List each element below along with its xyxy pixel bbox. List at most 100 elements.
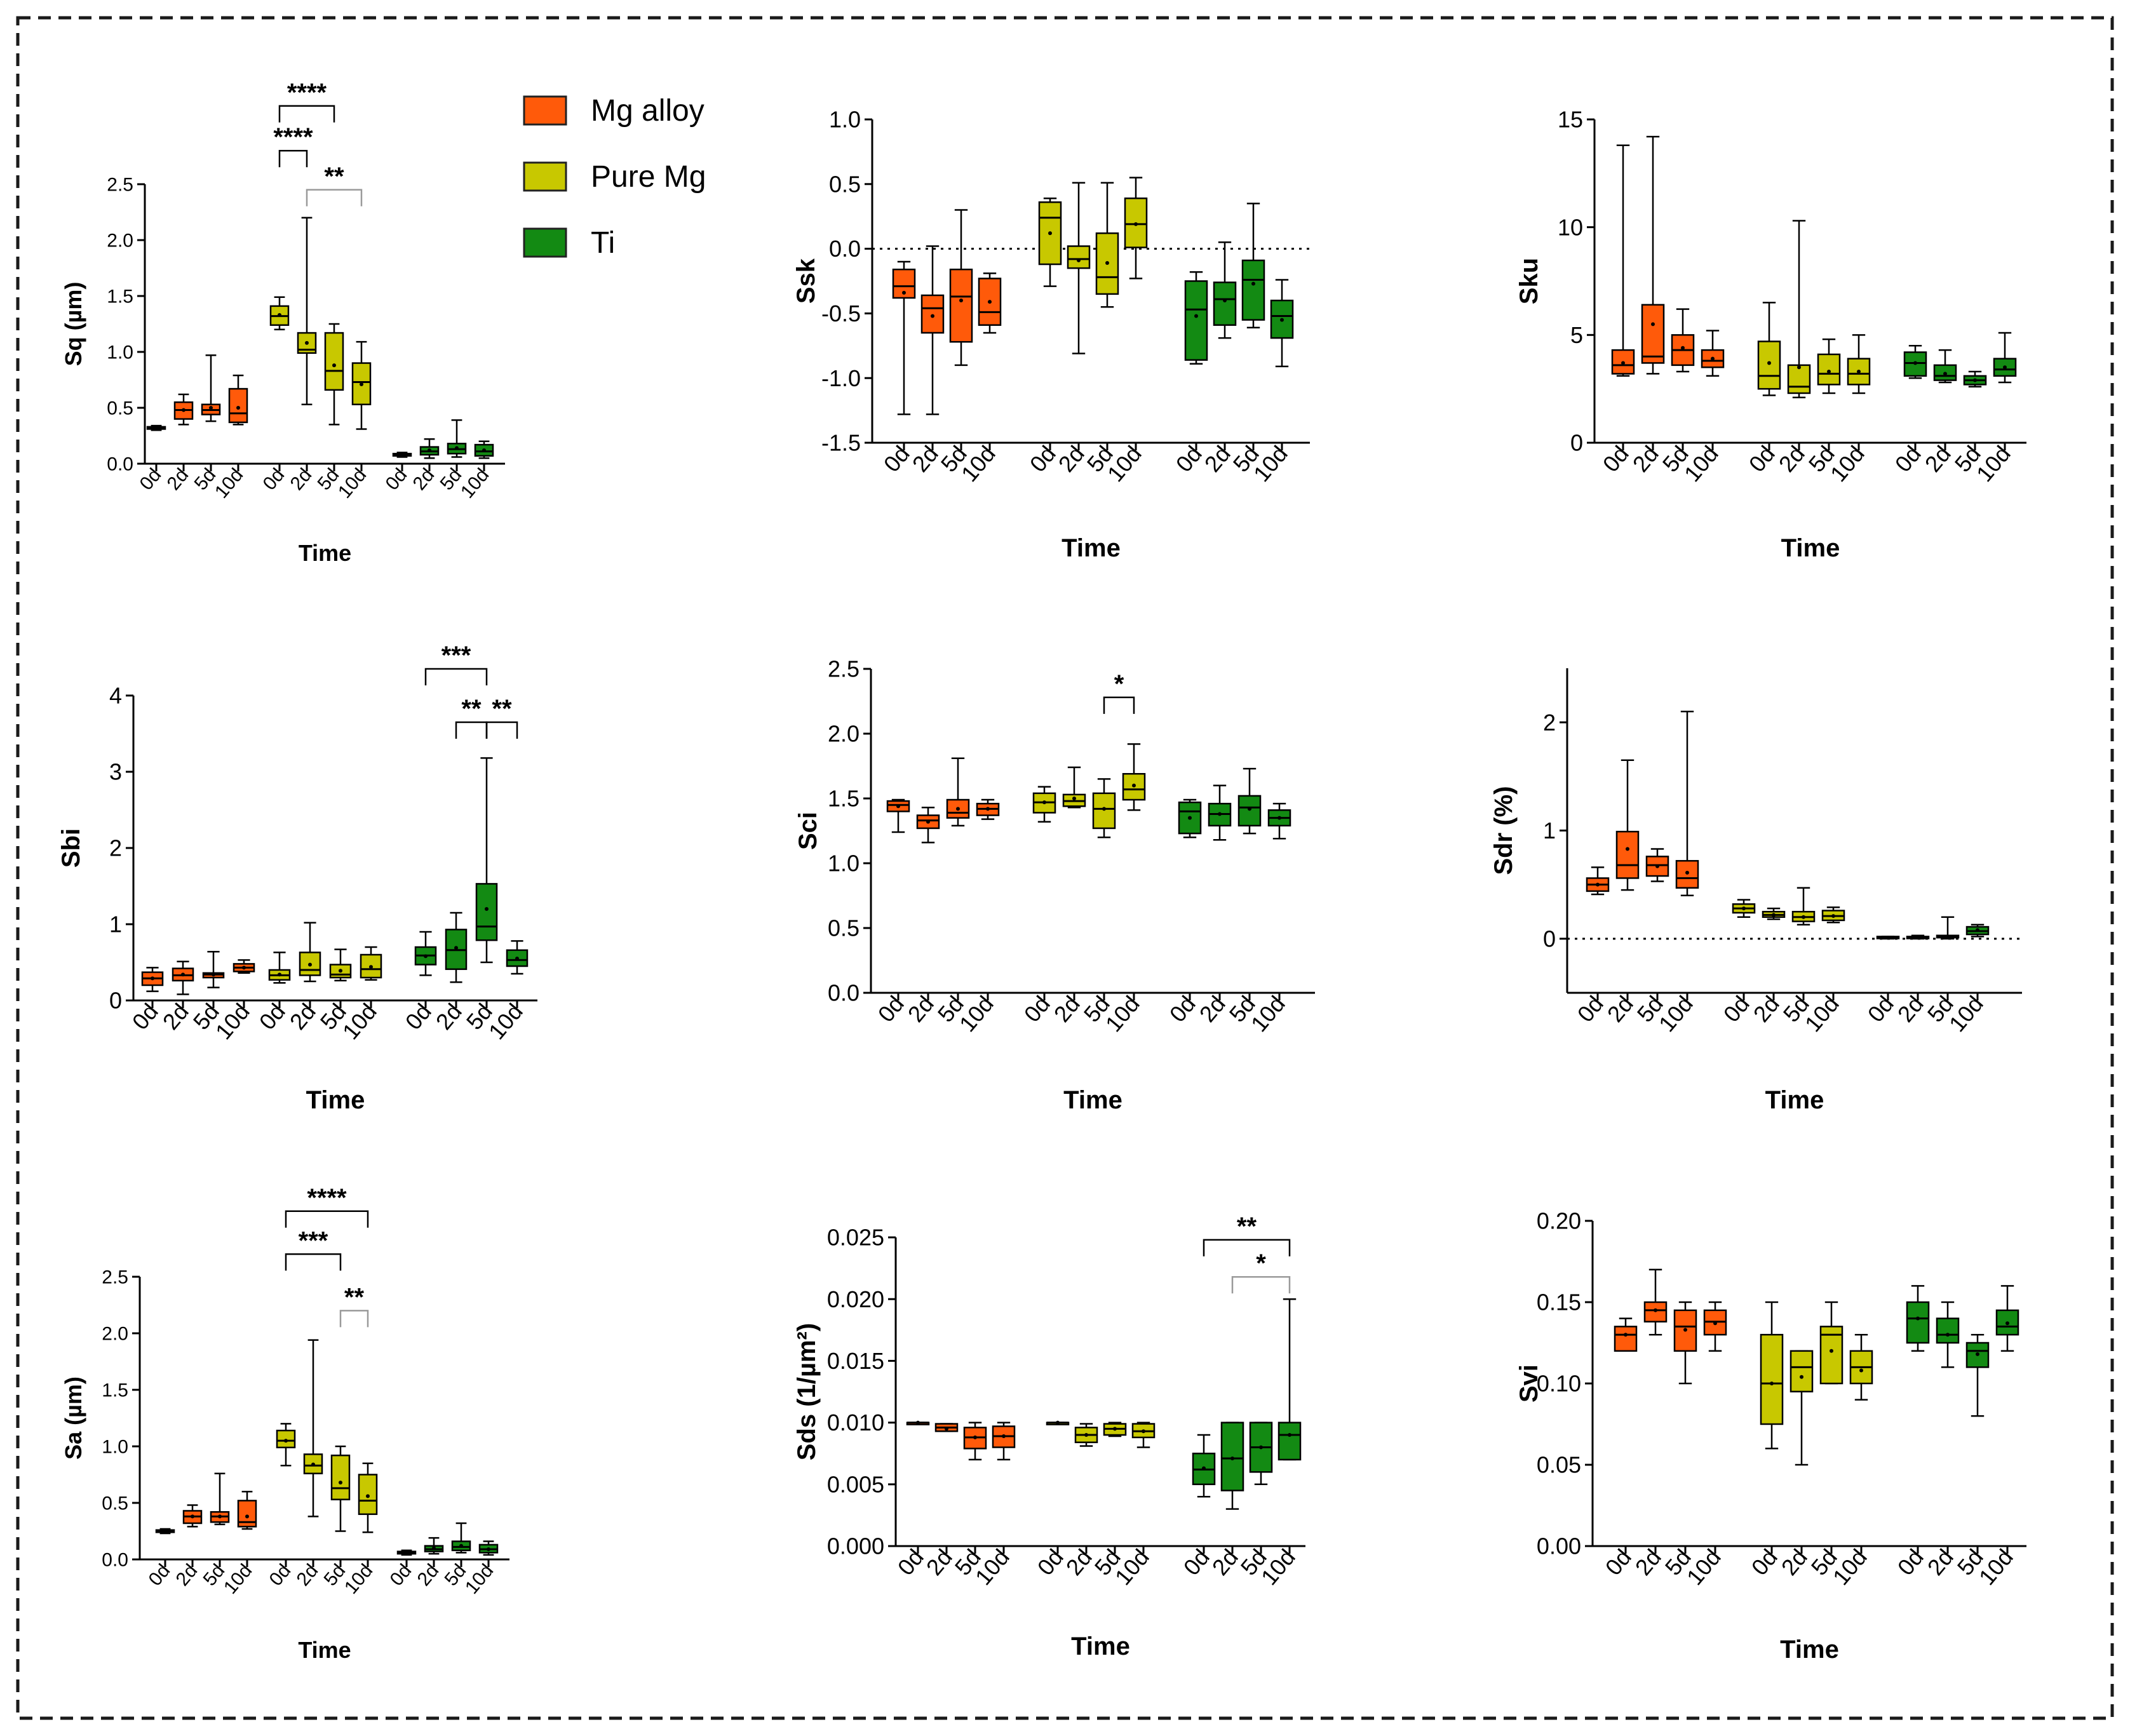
y-tick-label: 1.0 [102, 1437, 128, 1458]
legend-label-pure-mg: Pure Mg [591, 160, 706, 194]
x-axis-title: Time [298, 1637, 351, 1663]
box-mean-marker [1134, 222, 1138, 226]
y-axis-title: Sq (µm) [60, 282, 86, 367]
box-mean-marker [182, 408, 185, 412]
box-mean-marker [305, 340, 309, 345]
box-mean-marker [1132, 783, 1136, 788]
y-tick-label: -0.5 [821, 300, 861, 326]
box-mean-marker [1886, 936, 1890, 940]
y-tick-label: 2 [1543, 710, 1556, 736]
box-mean-marker [432, 1546, 436, 1551]
box-iqr [1067, 245, 1091, 269]
y-tick-label: 4 [109, 683, 122, 709]
box-iqr [1760, 1333, 1784, 1425]
box-iqr [330, 1454, 351, 1500]
y-tick-label: 0.10 [1537, 1371, 1581, 1397]
box-iqr [920, 294, 945, 334]
box-mean-marker [1976, 928, 1979, 932]
x-axis-title: Time [1780, 1636, 1839, 1664]
box-iqr [1092, 792, 1116, 830]
y-axis-title: Sbi [57, 828, 85, 868]
y-tick-label: 2.0 [102, 1324, 128, 1345]
y-axis-title: Sku [1515, 258, 1543, 304]
box-mean-marker [1194, 314, 1198, 318]
box-mean-marker [1827, 370, 1831, 374]
y-tick-label: 0.5 [107, 398, 133, 419]
box-iqr [324, 332, 344, 391]
box-iqr [1787, 364, 1811, 394]
y-tick-label: 1 [1543, 818, 1556, 844]
box-mean-marker [1142, 1429, 1145, 1434]
y-tick-label: 0.005 [827, 1471, 884, 1497]
box-mean-marker [896, 804, 900, 809]
significance-bracket [278, 149, 308, 168]
box-mean-marker [245, 1514, 249, 1519]
box-mean-marker [1056, 1420, 1060, 1425]
x-axis-title: Time [1062, 534, 1121, 562]
y-tick-label: 0.000 [827, 1533, 884, 1559]
box-mean-marker [1946, 934, 1950, 939]
dashed-border [16, 16, 2114, 1720]
significance-bracket [306, 189, 363, 206]
y-tick-label: 0.5 [102, 1493, 128, 1514]
box-mean-marker [1248, 807, 1251, 811]
box-mean-marker [459, 1544, 463, 1548]
significance-stars: *** [299, 1227, 328, 1255]
legend: Mg alloy Pure Mg Ti [523, 94, 706, 260]
box-mean-marker [1973, 378, 1977, 382]
box-mean-marker [1655, 864, 1659, 868]
significance-bracket [1203, 1239, 1291, 1256]
box-mean-marker [1797, 365, 1801, 370]
y-tick-label: -1.0 [821, 365, 861, 391]
significance-bracket [285, 1253, 342, 1271]
box-mean-marker [959, 299, 963, 303]
legend-label-ti: Ti [591, 226, 615, 260]
y-axis-title: Sa (µm) [60, 1376, 86, 1460]
box-mean-marker [1251, 281, 1255, 286]
box-iqr [1241, 259, 1265, 321]
y-tick-label: 0.0 [829, 236, 861, 262]
box-mean-marker [424, 954, 428, 959]
x-axis-title: Time [299, 540, 351, 566]
box-mean-marker [1713, 1321, 1717, 1326]
x-axis-title: Time [1765, 1086, 1824, 1114]
significance-stars: *** [442, 642, 471, 670]
y-tick-label: 0.020 [827, 1286, 884, 1312]
box-mean-marker [1654, 1308, 1657, 1312]
box-iqr [351, 362, 372, 405]
box-mean-marker [278, 313, 281, 317]
box-mean-marker [1946, 1333, 1950, 1337]
y-axis-title: Sds (1/µm²) [793, 1323, 821, 1460]
box-iqr [1615, 830, 1640, 879]
box-mean-marker [2005, 1321, 2009, 1326]
significance-stars: * [1256, 1249, 1266, 1277]
box-mean-marker [956, 807, 960, 811]
box-mean-marker [916, 1420, 920, 1425]
box-mean-marker [1802, 915, 1805, 919]
box-mean-marker [2003, 365, 2007, 370]
box-iqr [1237, 795, 1262, 827]
box-mean-marker [1767, 361, 1771, 365]
box-mean-marker [482, 448, 486, 452]
box-mean-marker [1800, 1375, 1803, 1379]
y-axis-title: Sdr (%) [1490, 786, 1518, 875]
significance-stars: ** [461, 695, 482, 723]
y-tick-label: 2.5 [107, 175, 133, 196]
y-tick-label: 0.20 [1537, 1208, 1581, 1234]
box-mean-marker [218, 1514, 222, 1519]
box-mean-marker [151, 976, 154, 981]
significance-stars: ** [492, 695, 512, 723]
box-mean-marker [1280, 318, 1284, 322]
box-mean-marker [1831, 914, 1835, 918]
y-tick-label: 0.00 [1537, 1533, 1581, 1559]
box-mean-marker [454, 946, 458, 950]
box-mean-marker [973, 1435, 977, 1439]
box-mean-marker [1683, 1328, 1687, 1332]
box-mean-marker [1218, 812, 1222, 816]
y-tick-label: 2.0 [107, 231, 133, 252]
significance-stars: **** [307, 1184, 347, 1212]
box-mean-marker [1230, 1456, 1234, 1460]
significance-bracket [1231, 1275, 1291, 1294]
